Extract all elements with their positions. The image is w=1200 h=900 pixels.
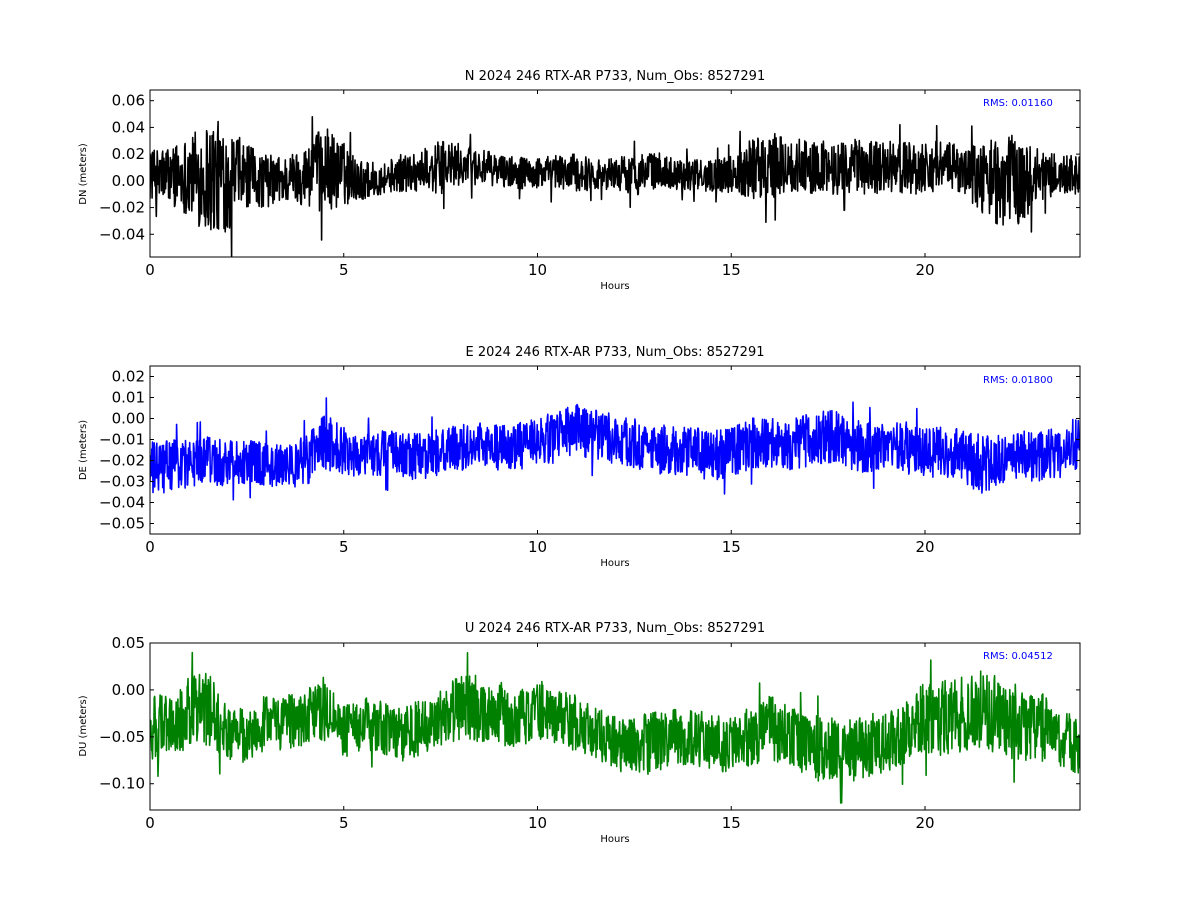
panel-u-xtick-label: 10 <box>528 814 547 832</box>
panel-n-ytick-label: 0.06 <box>112 92 145 110</box>
panel-n-xlabel: Hours <box>600 281 629 292</box>
panel-n-xtick-label: 20 <box>915 261 934 279</box>
panel-n-ytick-label: −0.02 <box>99 199 145 217</box>
panel-u-rms: RMS: 0.04512 <box>983 651 1053 662</box>
panel-n-xtick-label: 10 <box>528 261 547 279</box>
panel-u-plot-area: 0 5 10 15 20 −0.10 −0.05 0.00 0.05 <box>99 634 1081 832</box>
panel-e-title: E 2024 246 RTX-AR P733, Num_Obs: 8527291 <box>466 345 765 360</box>
panel-n-plot-area: 0 5 10 15 20 −0.04 −0.02 0.00 0.02 0.04 0.06 <box>99 89 1081 279</box>
panel-e-plot-area: 0 5 10 15 20 −0.05 −0.04 −0.03 −0.02 −0.01 0.00 0.0… <box>99 365 1081 556</box>
panel-n-xtick-label: 0 <box>145 261 155 279</box>
panel-u: U 2024 246 RTX-AR P733, Num_Obs: 8527291… <box>78 621 1081 845</box>
panel-u-xtick-label: 20 <box>915 814 934 832</box>
panel-n-axes-frame <box>149 89 1081 258</box>
panel-e-xtick-label: 10 <box>528 538 547 556</box>
panel-e-ytick-label: −0.03 <box>99 473 145 491</box>
panel-n-xtick-label: 15 <box>722 261 741 279</box>
panel-e-ytick-label: 0.00 <box>112 410 145 428</box>
panel-e-xtick-label: 5 <box>339 538 349 556</box>
panel-e-ytick-label: −0.04 <box>99 494 145 512</box>
panel-n-ylabel: DN (meters) <box>78 143 89 205</box>
panel-u-xtick-label: 15 <box>722 814 741 832</box>
panel-u-axes-frame <box>149 642 1081 811</box>
panel-e-ytick-label: −0.02 <box>99 452 145 470</box>
panel-e-series-line <box>150 397 1080 501</box>
panel-n-title: N 2024 246 RTX-AR P733, Num_Obs: 8527291 <box>465 69 765 84</box>
panel-e-rms: RMS: 0.01800 <box>983 375 1053 386</box>
panel-u-ytick-label: 0.00 <box>112 681 145 699</box>
panel-n-series-line <box>150 116 1080 257</box>
panel-n-ytick-label: 0.02 <box>112 145 145 163</box>
panel-e-xlabel: Hours <box>600 558 629 569</box>
panel-e-xtick-label: 20 <box>915 538 934 556</box>
panel-u-ytick-label: 0.05 <box>112 634 145 652</box>
panel-u-ytick-label: −0.10 <box>99 775 145 793</box>
panel-u-xlabel: Hours <box>600 834 629 845</box>
panel-n-ytick-label: 0.00 <box>112 172 145 190</box>
panel-e: E 2024 246 RTX-AR P733, Num_Obs: 8527291… <box>78 345 1081 569</box>
panel-n: N 2024 246 RTX-AR P733, Num_Obs: 8527291… <box>78 69 1081 292</box>
panel-e-ytick-label: 0.02 <box>112 368 145 386</box>
panel-e-xtick-label: 0 <box>145 538 155 556</box>
panel-e-axes-frame <box>149 365 1081 535</box>
panel-e-xtick-label: 15 <box>722 538 741 556</box>
panel-u-ylabel: DU (meters) <box>78 695 89 756</box>
panel-n-rms: RMS: 0.01160 <box>983 98 1053 109</box>
panel-e-ytick-label: 0.01 <box>112 389 145 407</box>
panel-n-xtick-label: 5 <box>339 261 349 279</box>
panel-u-ytick-label: −0.05 <box>99 728 145 746</box>
panel-u-xtick-label: 5 <box>339 814 349 832</box>
panel-u-xtick-label: 0 <box>145 814 155 832</box>
panel-u-series-line <box>150 651 1080 804</box>
panel-e-ytick-label: −0.05 <box>99 515 145 533</box>
panel-e-ytick-label: −0.01 <box>99 431 145 449</box>
panel-n-ytick-label: 0.04 <box>112 118 145 136</box>
panel-e-ylabel: DE (meters) <box>78 420 89 480</box>
panel-u-title: U 2024 246 RTX-AR P733, Num_Obs: 8527291 <box>465 621 765 636</box>
panel-n-ytick-label: −0.04 <box>99 225 145 243</box>
